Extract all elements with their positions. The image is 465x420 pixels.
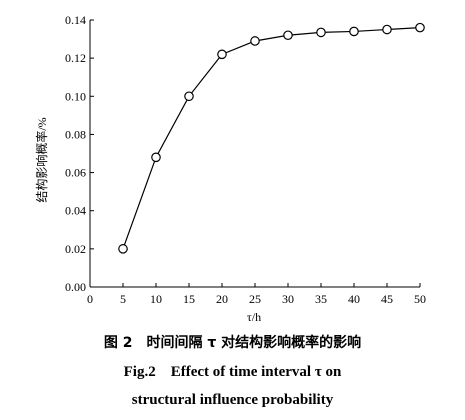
data-point [151, 152, 161, 163]
data-point [118, 244, 128, 254]
y-tick-label: 0.00 [65, 280, 86, 294]
x-tick-label: 40 [348, 292, 360, 306]
data-point [217, 49, 227, 60]
x-tick-label: 35 [315, 292, 327, 306]
x-tick-label: 15 [183, 292, 195, 306]
x-axis-label: τ/h [247, 310, 261, 324]
axes [89, 20, 420, 288]
caption-cn-label: 图 2 [103, 335, 133, 351]
series [118, 22, 425, 254]
y-tick-label: 0.02 [65, 242, 86, 256]
caption-chinese: 图 2 时间间隔 τ 对结构影响概率的影响 [0, 332, 465, 352]
caption-en-text-2: structural influence probability [131, 392, 334, 408]
caption-english-line-1: Fig.2 Effect of time interval τ on [0, 364, 465, 381]
caption-cn-text: 时间间隔 τ 对结构影响概率的影响 [146, 335, 362, 351]
series-line [122, 27, 421, 250]
line-chart: 0 5 10 15 20 25 30 35 40 45 50 0.00 0.02 0.04 0.06 0.08… [34, 13, 426, 324]
data-point [283, 30, 293, 41]
data-point [250, 36, 260, 46]
caption-en-text-1: Effect of time interval τ on [170, 364, 342, 380]
caption-en-label: Fig.2 [123, 364, 156, 380]
y-tick-label: 0.12 [65, 51, 86, 65]
ticks: 0 5 10 15 20 25 30 35 40 45 50 0.00 0.02 0.04 0.06 0.08… [65, 13, 426, 306]
y-tick-label: 0.04 [65, 204, 86, 218]
x-tick-label: 25 [249, 292, 261, 306]
data-point [349, 26, 359, 37]
x-tick-label: 30 [282, 292, 294, 306]
data-point [415, 22, 425, 33]
y-axis-label: 结构影响概率/% [34, 117, 49, 202]
y-tick-label: 0.10 [65, 89, 86, 103]
data-point [184, 91, 194, 102]
y-tick-label: 0.08 [65, 127, 86, 141]
x-tick-label: 5 [120, 292, 126, 306]
x-tick-label: 0 [87, 292, 93, 306]
x-tick-label: 50 [414, 292, 426, 306]
y-tick-label: 0.06 [65, 166, 86, 180]
x-tick-label: 45 [381, 292, 393, 306]
y-tick-label: 0.14 [65, 13, 86, 27]
x-tick-label: 10 [150, 292, 162, 306]
caption-english-line-2: structural influence probability [0, 392, 465, 409]
data-point [316, 27, 326, 38]
x-tick-label: 20 [216, 292, 228, 306]
data-point [382, 24, 392, 35]
